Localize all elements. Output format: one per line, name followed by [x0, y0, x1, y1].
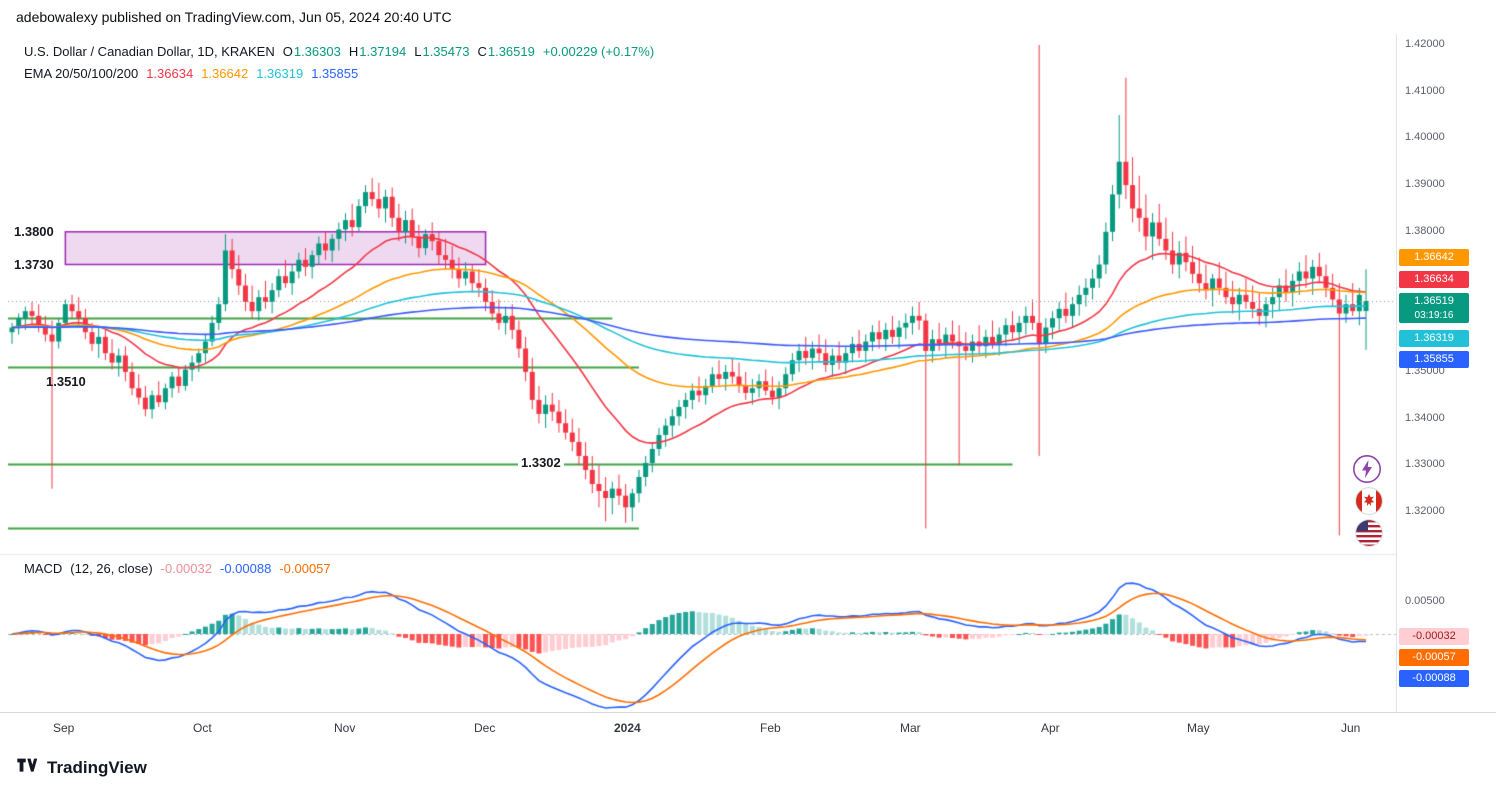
macd-badge: -0.00057	[1399, 649, 1469, 666]
bar-countdown: 03:19:16	[1414, 310, 1454, 321]
publish-header: adebowalexy published on TradingView.com…	[0, 0, 1496, 34]
price-level-label-13302: 1.3302	[518, 455, 564, 470]
macd-params: (12, 26, close)	[70, 561, 153, 576]
low-readout: L 1.35473	[414, 44, 470, 59]
price-level-label-13510: 1.3510	[46, 374, 86, 389]
price-badge: 1.35855	[1399, 351, 1469, 368]
time-axis-label: May	[1187, 721, 1210, 735]
time-axis-label: Nov	[334, 721, 356, 735]
price-tick: 1.41000	[1405, 85, 1445, 97]
footer: TradingView	[0, 742, 1496, 793]
price-tick: 1.40000	[1405, 131, 1445, 143]
macd-badge: -0.00088	[1399, 670, 1469, 687]
price-tick: 1.39000	[1405, 178, 1445, 190]
tradingview-logo-icon[interactable]	[15, 754, 38, 782]
price-tick: 1.33000	[1405, 458, 1445, 470]
time-axis-label: Dec	[474, 721, 496, 735]
macd-tick: 0.00500	[1405, 595, 1445, 607]
price-scale[interactable]: 1.42000 1.41000 1.40000 1.39000 1.38000 1.350…	[1396, 34, 1496, 712]
publish-header-text: adebowalexy published on TradingView.com…	[16, 9, 452, 25]
price-chart-canvas[interactable]	[0, 34, 1396, 712]
canada-flag-icon[interactable]	[1354, 486, 1384, 516]
tradingview-brand[interactable]: TradingView	[47, 757, 147, 777]
time-axis-label: Oct	[193, 721, 212, 735]
ema100-value: 1.36319	[256, 66, 304, 81]
ema50-value: 1.36642	[201, 66, 249, 81]
price-tick: 1.38000	[1405, 225, 1445, 237]
price-badge: 1.36519 03:19:16	[1399, 293, 1469, 323]
open-readout: O 1.36303	[282, 44, 341, 59]
time-scale[interactable]: Sep Oct Nov Dec 2024 Feb Mar Apr May Jun	[0, 712, 1496, 742]
ema200-value: 1.35855	[311, 66, 359, 81]
price-badge: 1.36642	[1399, 249, 1469, 266]
symbol-legend-row: U.S. Dollar / Canadian Dollar, 1D, KRAKE…	[24, 44, 654, 59]
close-readout: C 1.36519	[477, 44, 535, 59]
time-axis-label: Jun	[1341, 721, 1361, 735]
time-axis-label: 2024	[614, 721, 641, 735]
macd-indicator-title[interactable]: MACD	[24, 561, 63, 576]
price-badge: 1.36634	[1399, 271, 1469, 288]
macd-hist-value: -0.00032	[160, 561, 212, 576]
price-tick: 1.34000	[1405, 412, 1445, 424]
macd-legend-row: MACD (12, 26, close) -0.00032 -0.00088 -…	[24, 561, 331, 576]
high-readout: H 1.37194	[348, 44, 407, 59]
us-flag-icon[interactable]	[1354, 518, 1384, 548]
macd-line-value: -0.00088	[219, 561, 272, 576]
ema-legend-row: EMA 20/50/100/200 1.36634 1.36642 1.3631…	[24, 66, 358, 81]
ema-indicator-title[interactable]: EMA 20/50/100/200	[24, 66, 139, 81]
ema20-value: 1.36634	[146, 66, 194, 81]
time-axis-label: Feb	[760, 721, 781, 735]
price-tick: 1.35000	[1405, 365, 1445, 377]
time-axis-label: Sep	[53, 721, 75, 735]
price-level-label-13730: 1.3730	[14, 257, 54, 272]
time-axis-label: Apr	[1041, 721, 1060, 735]
price-level-label-13800: 1.3800	[14, 224, 54, 239]
chart-container: U.S. Dollar / Canadian Dollar, 1D, KRAKE…	[0, 34, 1496, 712]
lightning-icon[interactable]	[1352, 454, 1382, 484]
price-badge: 1.36319	[1399, 330, 1469, 347]
price-tick: 1.42000	[1405, 38, 1445, 50]
symbol-title[interactable]: U.S. Dollar / Canadian Dollar, 1D, KRAKE…	[24, 44, 275, 59]
macd-badge: -0.00032	[1399, 628, 1469, 645]
change-readout: +0.00229 (+0.17%)	[542, 44, 655, 59]
price-tick: 1.32000	[1405, 505, 1445, 517]
macd-signal-value: -0.00057	[279, 561, 331, 576]
time-axis-label: Mar	[900, 721, 921, 735]
